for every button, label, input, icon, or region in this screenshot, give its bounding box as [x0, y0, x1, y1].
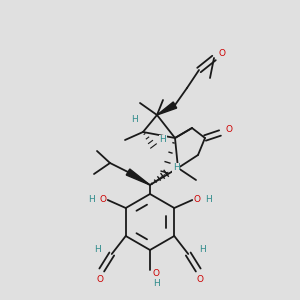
Text: H: H	[88, 194, 95, 203]
Polygon shape	[157, 102, 177, 115]
Polygon shape	[126, 169, 150, 185]
Text: O: O	[194, 194, 201, 203]
Text: O: O	[152, 269, 160, 278]
Text: O: O	[99, 194, 106, 203]
Text: H: H	[205, 194, 211, 203]
Text: H: H	[172, 164, 179, 172]
Text: H: H	[160, 136, 167, 145]
Text: O: O	[226, 125, 232, 134]
Text: O: O	[218, 49, 226, 58]
Text: O: O	[197, 274, 204, 284]
Text: H: H	[153, 280, 159, 289]
Text: O: O	[96, 274, 103, 284]
Text: H: H	[94, 245, 101, 254]
Text: H: H	[199, 245, 206, 254]
Text: H: H	[132, 116, 138, 124]
